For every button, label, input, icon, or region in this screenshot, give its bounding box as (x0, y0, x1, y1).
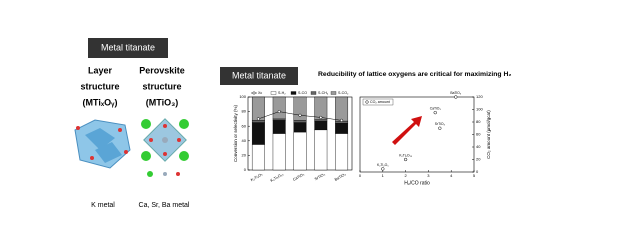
bar-segment (335, 96, 349, 122)
point (403, 157, 408, 162)
bar-segment (293, 122, 307, 133)
y-tick-label: 120 (476, 94, 483, 99)
slide-title: Reducibility of lattice oxygens are crit… (318, 71, 511, 78)
legend-swatch (310, 91, 317, 95)
bar-segment (251, 120, 265, 123)
x-tick-label: 1 (382, 173, 385, 178)
line-marker (256, 117, 260, 121)
bar-segment (335, 133, 349, 171)
perovskite-title: Perovskite (139, 65, 185, 75)
y-tick-label: 60 (476, 132, 481, 137)
bar-segment (251, 144, 265, 171)
point (438, 126, 442, 130)
layer-crystal (74, 119, 131, 169)
bar-segment (293, 96, 307, 121)
y-tick-label: 100 (476, 107, 483, 112)
page: Metal titanate Layer structure (MTiₓOᵧ) … (74, 38, 512, 209)
point-label: K₂Ti₂O₅ (377, 163, 389, 167)
x-tick-label: 2 (404, 173, 407, 178)
legend-label: CO₂ amount (370, 100, 390, 104)
perovskite-crystal (141, 118, 189, 177)
y-tick-label: 40 (476, 144, 481, 149)
line-marker (319, 115, 323, 119)
bar-segment (272, 96, 286, 120)
point-label: K₂Ti₆O₁₃ (399, 153, 412, 157)
y-tick-label: 100 (239, 94, 246, 99)
y-tick-label: 60 (242, 123, 247, 128)
legend-swatch (252, 91, 256, 95)
legend-swatch (290, 91, 297, 95)
point-label: CaTiO₃ (430, 107, 442, 111)
legend-swatch (365, 100, 369, 104)
trend-arrow (392, 116, 422, 145)
bar-segment (314, 120, 328, 131)
perovskite-caption: Ca, Sr, Ba metal (139, 202, 190, 209)
point (381, 167, 385, 171)
bar-segment (251, 122, 265, 145)
layer-caption: K metal (91, 202, 115, 209)
bar-segment (272, 118, 286, 121)
layer-title: (MTiₓOᵧ) (83, 97, 118, 107)
x-tick-label: CaTiO₃ (292, 172, 305, 182)
line-marker (277, 110, 281, 114)
x-tick-label: 0 (359, 173, 362, 178)
legend-swatch (270, 91, 277, 95)
y-tick-label: 20 (476, 157, 481, 162)
y-tick-label: 20 (242, 152, 247, 157)
point (433, 110, 437, 115)
bar-segment (272, 133, 286, 171)
line-marker (340, 118, 344, 122)
point-label: BaTiO₃ (450, 91, 461, 95)
header-box (88, 38, 168, 58)
header: Metal titanate (232, 70, 286, 80)
x-axis-label: H₂/CO ratio (404, 180, 430, 186)
header-box (220, 67, 298, 85)
plot-frame (359, 96, 475, 173)
perovskite-title: structure (142, 81, 181, 91)
bar-segment (272, 120, 286, 134)
bar-segment (314, 129, 328, 171)
y-tick-label: 40 (242, 138, 247, 143)
legend-label: S-CH₄ (318, 91, 329, 95)
x-tick-label: SrTiO₃ (314, 172, 326, 181)
x-tick-label: BaTiO₃ (334, 172, 347, 182)
bar-segment (335, 123, 349, 134)
layer-title: Layer (88, 65, 113, 75)
legend-label: Xc (258, 91, 262, 95)
y-tick-label: 0 (244, 167, 247, 172)
point (454, 95, 458, 99)
bar-segment (314, 96, 328, 120)
x-tick-label: K₂Ti₆O₁₃ (270, 172, 285, 183)
legend-box (362, 98, 394, 106)
legend-label: S-CO (298, 91, 307, 95)
y-tick-label: 80 (242, 109, 247, 114)
header: Metal titanate (101, 42, 155, 52)
legend-label: S-CO₂ (338, 91, 349, 95)
y-axis-label: Conversion or selectivity (%) (233, 104, 238, 162)
legend-label: S-H₂ (278, 91, 286, 95)
y-axis-label: CO₂ amount (μmol/gcat) (486, 110, 491, 159)
perovskite-title: (MTiO₃) (146, 97, 179, 107)
legend-swatch (330, 91, 337, 95)
x-tick-label: K₂Ti₂O₅ (250, 172, 264, 182)
point-label: SrTiO₃ (435, 122, 446, 126)
layer-title: structure (80, 81, 119, 91)
x-tick-label: 4 (450, 173, 453, 178)
line-marker (298, 113, 302, 117)
y-tick-label: 80 (476, 119, 481, 124)
bar-segment (251, 96, 265, 121)
slide: Metal titanate Layer structure (MTiₓOᵧ) … (74, 38, 511, 209)
bar-segment (293, 131, 307, 171)
bar-segment (314, 119, 328, 122)
bar-segment (293, 120, 307, 123)
y-tick-label: 0 (476, 169, 479, 174)
x-tick-label: 3 (427, 173, 430, 178)
x-tick-label: 5 (473, 173, 476, 178)
